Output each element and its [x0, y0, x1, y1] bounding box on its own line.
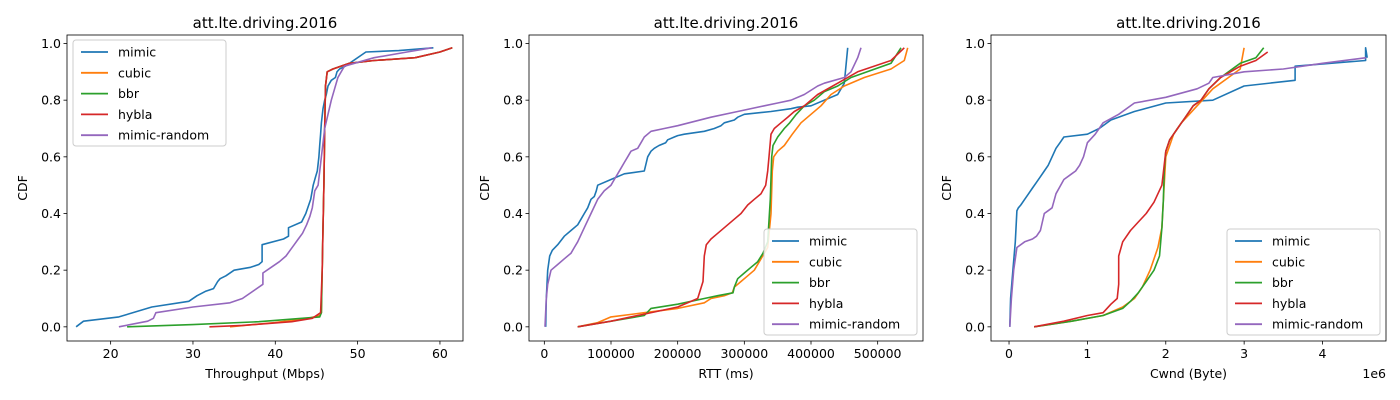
x-tick-label: 30	[185, 346, 201, 361]
series-line-mimic-random	[1009, 56, 1367, 327]
series-line-mimic-random	[544, 47, 862, 327]
y-tick-label: 1.0	[41, 36, 61, 51]
series-line-hybla	[1033, 51, 1269, 328]
legend-label-mimic-random: mimic-random	[809, 317, 900, 332]
x-tick-label: 300000	[720, 346, 768, 361]
y-tick-label: 0.6	[965, 149, 985, 164]
legend-frame	[72, 39, 227, 147]
legend-label-mimic: mimic	[809, 234, 847, 249]
chart-title: att.lte.driving.2016	[654, 14, 799, 32]
legend-label-mimic: mimic	[118, 45, 156, 60]
y-tick-label: 0.8	[41, 93, 61, 108]
y-tick-label: 0.6	[503, 149, 523, 164]
axes-frame	[66, 34, 464, 342]
y-tick-label: 0.2	[503, 263, 523, 278]
x-tick-label: 40	[267, 346, 283, 361]
y-tick-label: 1.0	[503, 36, 523, 51]
x-axis-label: Cwnd (Byte)	[1150, 366, 1227, 381]
legend-label-cubic: cubic	[1272, 254, 1305, 269]
chart-title: att.lte.driving.2016	[193, 14, 338, 32]
x-tick-label: 400000	[787, 346, 835, 361]
x-tick-label: 60	[432, 346, 448, 361]
legend-label-cubic: cubic	[809, 254, 842, 269]
x-tick-label: 500000	[854, 346, 902, 361]
legend: mimic cubic bbr hybla mimic-random	[1226, 228, 1381, 336]
legend-label-mimic: mimic	[1272, 234, 1310, 249]
legend: mimic cubic bbr hybla mimic-random	[763, 228, 918, 336]
legend-frame	[1226, 228, 1381, 336]
x-tick-label: 0	[1005, 346, 1013, 361]
chart-panel-3: 0 1 2 3 4 0.0 0.2 0.4 0.6 0.8 1.0 att.lte.driving.2…	[939, 14, 1387, 381]
series-line-mimic-random	[118, 47, 432, 328]
legend-label-hybla: hybla	[118, 107, 152, 122]
chart-panel-2: 0 100000 200000 300000 400000 500000 0.0 0.2 0.4…	[477, 14, 924, 381]
x-tick-label: 20	[103, 346, 119, 361]
series-line-mimic	[544, 47, 849, 327]
y-axis-label: CDF	[939, 175, 954, 201]
y-tick-label: 0.4	[503, 206, 523, 221]
series-line-cubic	[1033, 47, 1245, 328]
x-tick-label: 50	[350, 346, 366, 361]
x-tick-label: 2	[1162, 346, 1170, 361]
legend-label-bbr: bbr	[118, 86, 140, 101]
chart-title: att.lte.driving.2016	[1116, 14, 1261, 32]
chart-panel-1: 20 30 40 50 60 0.0 0.2 0.4 0.6 0.8 1.0 att.lte.driv…	[15, 14, 464, 381]
axes-frame	[528, 34, 924, 342]
x-tick-label: 100000	[587, 346, 635, 361]
x-axis-label: RTT (ms)	[698, 366, 753, 381]
x-tick-label: 1	[1083, 346, 1091, 361]
y-tick-label: 0.6	[41, 149, 61, 164]
y-tick-label: 0.4	[965, 206, 985, 221]
series-line-mimic	[1009, 47, 1368, 327]
y-tick-label: 0.8	[965, 93, 985, 108]
y-axis-label: CDF	[15, 175, 30, 201]
x-tick-label: 0	[540, 346, 548, 361]
y-tick-label: 1.0	[965, 36, 985, 51]
y-axis-label: CDF	[477, 175, 492, 201]
series-line-hybla	[209, 47, 453, 328]
x-tick-label: 4	[1319, 346, 1327, 361]
x-axis-offset-label: 1e6	[1362, 366, 1386, 381]
y-tick-label: 0.2	[965, 263, 985, 278]
y-tick-label: 0.8	[503, 93, 523, 108]
legend-label-bbr: bbr	[809, 275, 831, 290]
y-tick-label: 0.0	[965, 319, 985, 334]
x-axis-label: Throughput (Mbps)	[204, 366, 325, 381]
x-tick-label: 3	[1240, 346, 1248, 361]
legend-label-mimic-random: mimic-random	[118, 128, 209, 143]
series-line-mimic	[75, 47, 434, 328]
legend-label-mimic-random: mimic-random	[1272, 317, 1363, 332]
y-tick-label: 0.4	[41, 206, 61, 221]
legend-label-hybla: hybla	[1272, 296, 1306, 311]
y-tick-label: 0.2	[41, 263, 61, 278]
y-tick-label: 0.0	[503, 319, 523, 334]
legend-frame	[763, 228, 918, 336]
x-tick-label: 200000	[654, 346, 702, 361]
legend-label-cubic: cubic	[118, 65, 151, 80]
series-line-hybla	[577, 47, 905, 328]
legend-label-bbr: bbr	[1272, 275, 1294, 290]
legend: mimic cubic bbr hybla mimic-random	[72, 39, 227, 147]
axes-frame	[990, 34, 1387, 342]
legend-label-hybla: hybla	[809, 296, 843, 311]
y-tick-label: 0.0	[41, 319, 61, 334]
